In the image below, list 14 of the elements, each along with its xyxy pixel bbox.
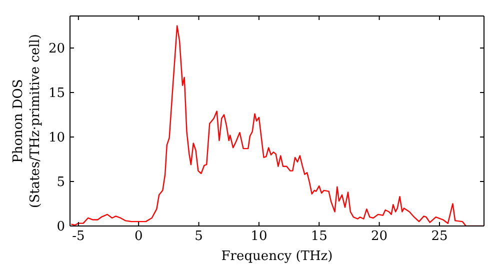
x-tick-label: 20: [371, 229, 388, 244]
y-tick-label: 0: [56, 220, 65, 235]
x-axis-title: Frequency (THz): [221, 249, 333, 264]
x-tick-label: 25: [431, 229, 448, 244]
x-tick-label: 0: [134, 229, 143, 244]
x-tick-label: 5: [194, 229, 203, 244]
y-tick-label: 20: [48, 42, 65, 57]
x-tick-label: 15: [310, 229, 328, 244]
y-tick-label: 10: [48, 130, 65, 146]
x-tick-label: 10: [250, 229, 268, 244]
y-tick-label: 15: [48, 86, 65, 102]
x-tick-label: -5: [72, 229, 85, 244]
y-axis-title: Phonon DOS (States/THz·primitive cell): [11, 34, 43, 208]
y-tick-label: 5: [56, 175, 65, 190]
